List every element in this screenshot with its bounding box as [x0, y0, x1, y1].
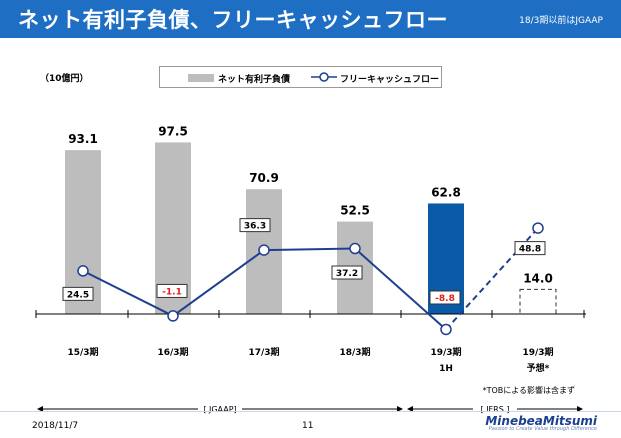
- footer-divider: [0, 411, 621, 412]
- category-label: 予想*: [527, 362, 550, 374]
- fcf-label-box: [62, 286, 94, 301]
- page-title: ネット有利子負債、フリーキャッシュフロー: [18, 8, 448, 32]
- fcf-label-box: [331, 265, 363, 280]
- logo-tagline: Passion to Create Value through Differen…: [488, 426, 597, 432]
- unit-label: （10億円）: [40, 74, 89, 84]
- category-label: 17/3期: [248, 346, 279, 358]
- bar-forecast: [519, 288, 557, 315]
- fcf-value-label: 37.2: [336, 269, 358, 279]
- fcf-point: [167, 310, 179, 322]
- legend-line-label: フリーキャッシュフロー: [340, 75, 440, 85]
- category-label: 19/3期: [430, 346, 461, 358]
- fcf-point: [258, 244, 270, 256]
- bar-value-label: 97.5: [158, 124, 188, 138]
- bar: [65, 150, 101, 314]
- fcf-value-label: 24.5: [67, 290, 89, 300]
- bar-value-label: 14.0: [523, 271, 553, 285]
- fcf-point: [532, 222, 544, 234]
- bar-value-label: 93.1: [68, 132, 98, 146]
- fcf-point: [349, 242, 361, 255]
- accounting-note: 18/3期以前はJGAAP: [519, 16, 603, 26]
- period-label: [ JGAAP]: [203, 405, 236, 414]
- period-label: [ IFRS ]: [481, 405, 510, 414]
- fcf-value-label: 36.3: [244, 222, 266, 232]
- category-label: 18/3期: [339, 346, 370, 358]
- fcf-value-label: 48.8: [519, 245, 541, 255]
- category-label: 19/3期: [522, 346, 553, 358]
- company-logo: MinebeaMitsumi Passion to Create Value t…: [485, 414, 597, 432]
- fcf-point: [440, 323, 452, 336]
- legend-line-swatch: [311, 72, 337, 82]
- page-number: 11: [302, 421, 314, 431]
- legend-bar-label: ネット有利子負債: [218, 75, 291, 85]
- fcf-label-box: [429, 290, 461, 305]
- header-bar: ネット有利子負債、フリーキャッシュフロー 18/3期以前はJGAAP: [0, 0, 621, 38]
- fcf-label-box: [156, 283, 188, 298]
- category-label: 16/3期: [157, 346, 188, 358]
- period-label-bg: [473, 403, 517, 415]
- period-label-bg: [198, 403, 242, 415]
- category-label: 15/3期: [67, 346, 98, 358]
- bar-value-label: 52.5: [340, 204, 370, 218]
- footnote: *TOBによる影響は含まず: [483, 385, 575, 395]
- fcf-label-box: [514, 241, 546, 256]
- fcf-value-label: -8.8: [435, 294, 455, 304]
- fcf-point: [77, 265, 89, 277]
- legend-bar-swatch: [188, 74, 214, 82]
- bar-value-label: 70.9: [249, 171, 279, 185]
- legend: ネット有利子負債 フリーキャッシュフロー: [159, 66, 442, 88]
- logo-name: MinebeaMitsumi: [485, 414, 597, 428]
- category-label: 1H: [439, 364, 453, 374]
- fcf-label-box: [239, 218, 271, 233]
- fcf-value-label: -1.1: [162, 287, 182, 297]
- bar-value-label: 62.8: [431, 185, 461, 199]
- footer-date: 2018/11/7: [32, 421, 79, 431]
